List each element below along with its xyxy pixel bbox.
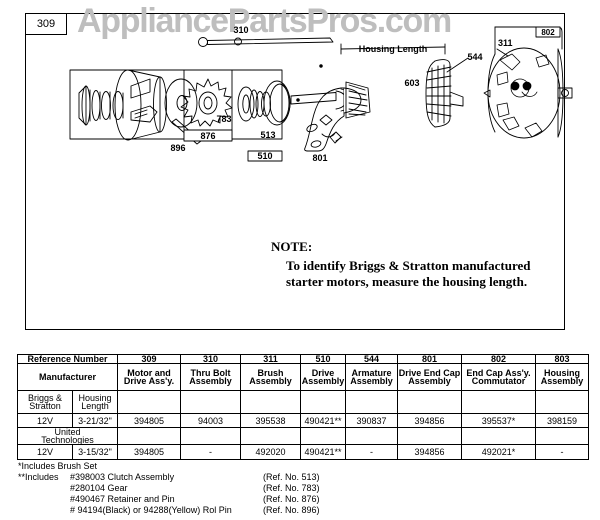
svg-text:311: 311 bbox=[498, 38, 513, 48]
svg-text:783: 783 bbox=[216, 114, 231, 124]
svg-text:801: 801 bbox=[312, 153, 327, 163]
svg-text:876: 876 bbox=[200, 131, 215, 141]
svg-text:310: 310 bbox=[233, 25, 248, 35]
svg-text:603: 603 bbox=[404, 78, 419, 88]
svg-text:510: 510 bbox=[257, 151, 272, 161]
svg-text:802: 802 bbox=[541, 28, 555, 37]
svg-text:896: 896 bbox=[170, 143, 185, 153]
svg-text:513: 513 bbox=[260, 130, 275, 140]
svg-text:Housing Length: Housing Length bbox=[359, 44, 428, 54]
svg-text:544: 544 bbox=[467, 52, 482, 62]
